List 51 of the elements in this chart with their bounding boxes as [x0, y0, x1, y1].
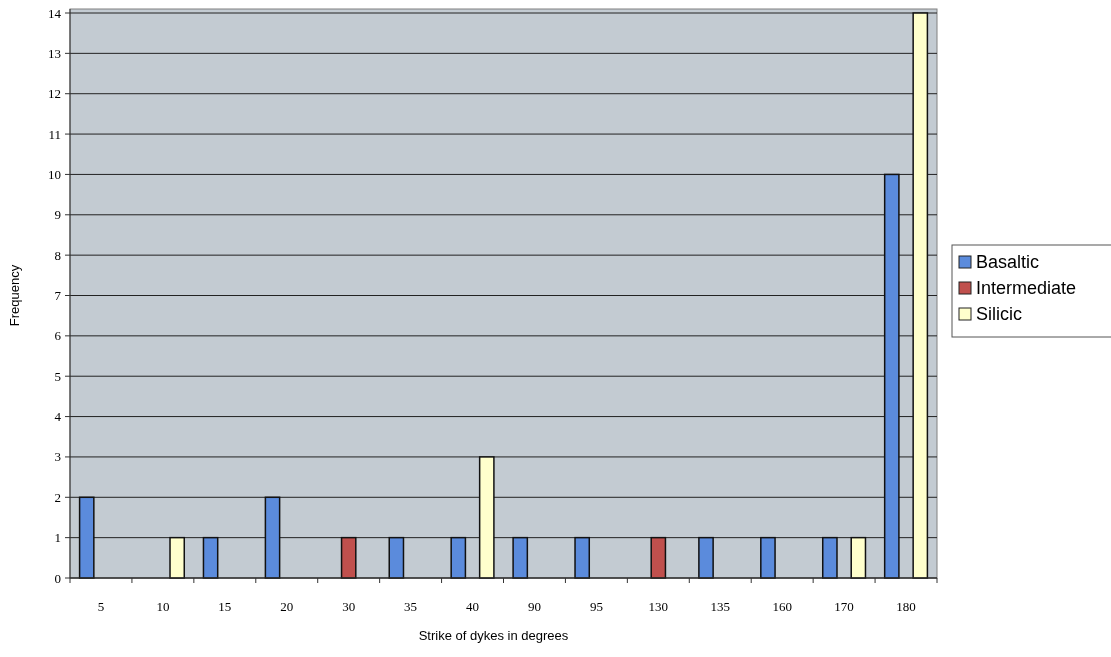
y-tick-label: 12 — [48, 86, 61, 102]
bar — [912, 12, 929, 579]
x-tick-label: 40 — [466, 599, 480, 614]
bar — [169, 536, 186, 579]
y-tick-label: 13 — [48, 45, 61, 61]
bar — [202, 536, 219, 579]
y-tick-label: 11 — [48, 126, 61, 142]
y-tick-label: 0 — [54, 570, 61, 586]
bar — [264, 496, 281, 579]
y-tick-label: 7 — [54, 288, 62, 304]
y-tick-label: 2 — [54, 489, 61, 505]
x-tick-label: 20 — [280, 599, 294, 614]
y-tick-label: 9 — [54, 207, 61, 223]
x-tick-label: 35 — [404, 599, 418, 614]
bar — [512, 536, 529, 579]
bar — [698, 536, 714, 579]
y-tick-label: 10 — [48, 166, 61, 182]
bar — [760, 536, 776, 579]
x-tick-label: 160 — [772, 599, 792, 614]
x-tick-label: 30 — [342, 599, 356, 614]
y-axis-title: Frequency — [7, 264, 22, 327]
x-tick-label: 180 — [896, 599, 916, 614]
x-axis-title: Strike of dykes in degrees — [418, 628, 569, 643]
bar — [821, 536, 838, 579]
bar — [574, 536, 591, 579]
bar — [883, 173, 900, 579]
y-tick-label: 1 — [54, 530, 61, 546]
bar — [388, 536, 405, 579]
y-tick-label: 4 — [54, 409, 62, 425]
bar — [650, 536, 667, 579]
x-tick-label: 135 — [710, 599, 730, 614]
y-tick-label: 8 — [54, 247, 61, 263]
y-tick-label: 6 — [54, 328, 62, 344]
legend-label: Intermediate — [976, 278, 1077, 299]
bar — [478, 456, 495, 579]
bar — [340, 536, 357, 579]
x-tick-label: 170 — [834, 599, 854, 614]
x-tick-label: 10 — [156, 599, 170, 614]
x-tick-label: 95 — [589, 599, 603, 614]
x-tick-label: 15 — [218, 599, 232, 614]
y-tick-label: 5 — [54, 368, 61, 384]
legend-label: Silicic — [976, 304, 1023, 325]
bar — [850, 536, 867, 579]
x-tick-label: 130 — [648, 599, 669, 614]
bar — [78, 496, 95, 579]
legend-label: Basaltic — [976, 252, 1040, 273]
y-tick-label: 3 — [54, 449, 61, 465]
y-tick-label: 14 — [48, 5, 62, 21]
x-tick-label: 5 — [97, 599, 105, 614]
bar — [450, 536, 467, 579]
x-tick-label: 90 — [527, 599, 541, 614]
